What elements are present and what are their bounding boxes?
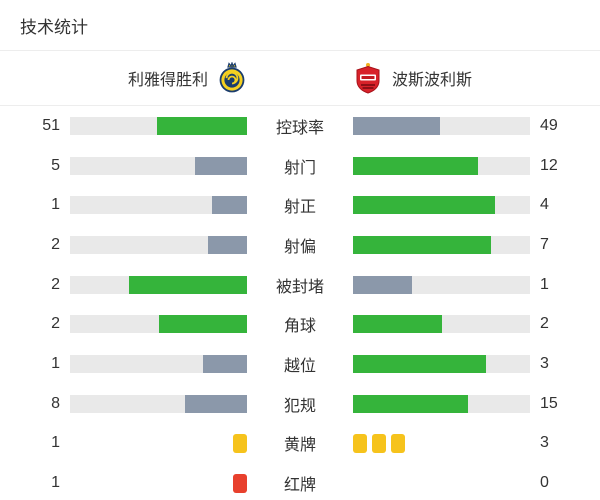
stat-row-shots: 5 射门 12 [0,146,600,186]
home-bar [70,116,247,135]
stat-label: 射偏 [283,238,316,256]
home-value: 1 [51,196,60,214]
stat-label: 犯规 [283,397,316,415]
home-value: 1 [51,355,60,373]
stat-row-red-cards: 1 红牌 0 [0,463,600,500]
home-bar [70,473,247,493]
home-value: 51 [42,116,60,134]
title-divider [0,50,600,51]
stat-label: 射门 [283,159,316,177]
stat-row-shots-off-target: 2 射偏 7 [0,225,600,265]
away-value: 0 [540,474,549,492]
away-bar [353,235,530,254]
home-value: 1 [51,434,60,452]
away-value: 2 [540,315,549,333]
red-card-icon [233,473,247,493]
away-bar [353,116,530,135]
away-team-name: 波斯波利斯 [392,72,473,89]
stat-label: 黄牌 [283,437,316,455]
al-nassr-crest-icon [217,62,247,94]
stat-row-possession: 51 控球率 49 [0,106,600,146]
home-value: 2 [51,315,60,333]
yellow-card-icon [391,433,405,453]
stat-label: 被封堵 [275,278,324,296]
stat-row-blocked-shots: 2 被封堵 1 [0,265,600,305]
away-value: 3 [540,355,549,373]
stat-row-shots-on-target: 1 射正 4 [0,185,600,225]
home-value: 1 [51,474,60,492]
away-bar [353,433,530,453]
away-bar [353,156,530,175]
home-bar [70,394,247,413]
persepolis-crest-icon [353,62,383,94]
away-value: 4 [540,196,549,214]
home-bar [70,355,247,374]
home-value: 8 [51,394,60,412]
stat-label: 越位 [283,358,316,376]
away-bar [353,275,530,294]
away-value: 12 [540,156,558,174]
stats-list: 51 控球率 49 5 射门 12 1 射正 4 2 射偏 7 [0,106,600,500]
home-team-name: 利雅得胜利 [127,72,208,89]
home-bar [70,196,247,215]
stat-row-fouls: 8 犯规 15 [0,384,600,424]
yellow-card-icon [372,433,386,453]
home-value: 2 [51,235,60,253]
home-bar [70,235,247,254]
stat-row-yellow-cards: 1 黄牌 3 [0,424,600,464]
home-bar [70,315,247,334]
away-bar [353,315,530,334]
stat-label: 射正 [283,199,316,217]
home-bar [70,275,247,294]
away-bar [353,355,530,374]
yellow-card-icon [233,433,247,453]
away-bar [353,394,530,413]
stat-label: 红牌 [283,477,316,495]
away-value: 49 [540,116,558,134]
away-bar [353,196,530,215]
home-bar [70,433,247,453]
stat-label: 角球 [283,318,316,336]
home-value: 5 [51,156,60,174]
stat-row-corners: 2 角球 2 [0,305,600,345]
home-team-header: 利雅得胜利 [0,62,300,94]
away-value: 3 [540,434,549,452]
away-value: 15 [540,394,558,412]
stat-label: 控球率 [275,119,324,137]
stat-row-offsides: 1 越位 3 [0,344,600,384]
page-title: 技术统计 [20,18,88,37]
yellow-card-icon [353,433,367,453]
team-header: 利雅得胜利 波斯波利 [0,51,600,106]
home-bar [70,156,247,175]
away-value: 7 [540,235,549,253]
away-team-header: 波斯波利斯 [300,62,600,94]
home-value: 2 [51,275,60,293]
away-value: 1 [540,275,549,293]
